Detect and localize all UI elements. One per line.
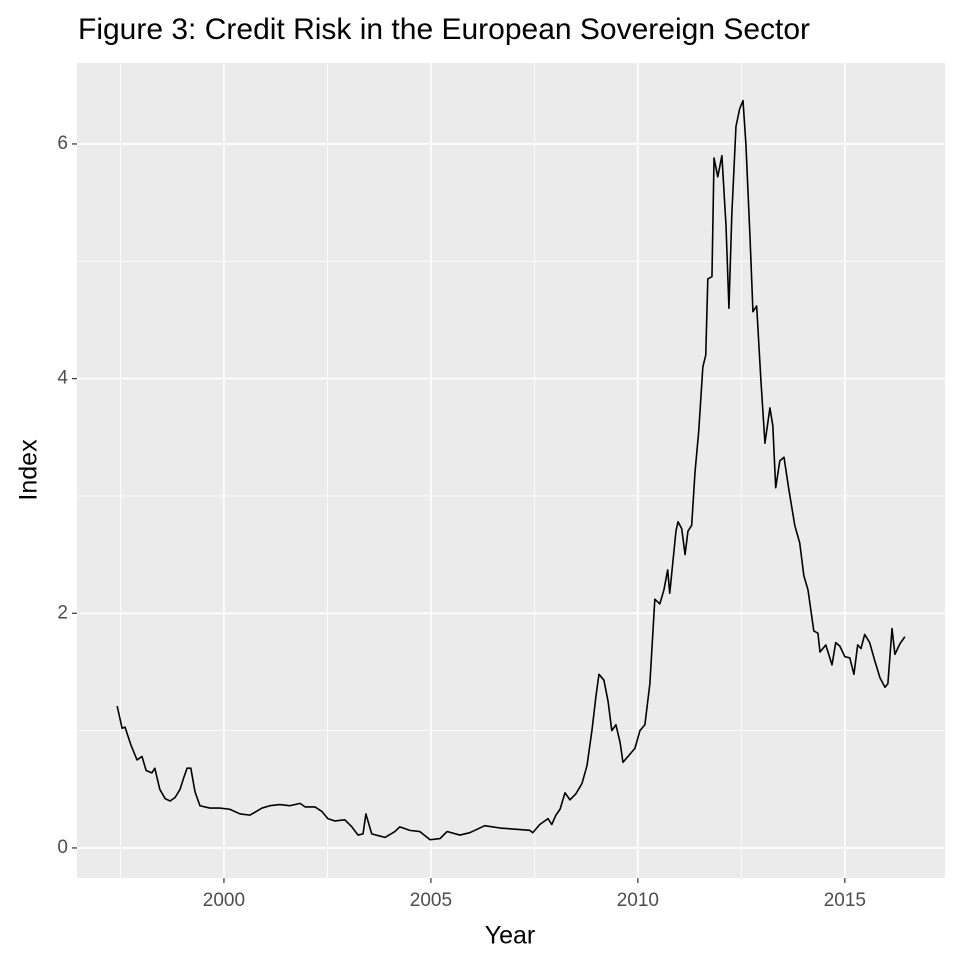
y-tick-label: 4: [57, 368, 68, 389]
x-axis-title: Year: [485, 922, 536, 950]
chart-title: Figure 3: Credit Risk in the European So…: [78, 13, 810, 46]
y-axis-title: Index: [15, 439, 43, 501]
x-tick-label: 2010: [617, 890, 659, 911]
x-tick-label: 2015: [824, 890, 866, 911]
panel: [77, 63, 945, 878]
data-line: [116, 99, 906, 841]
y-tick-label: 2: [57, 602, 68, 623]
x-tick-label: 2000: [203, 890, 245, 911]
y-tick-label: 6: [57, 133, 68, 154]
y-tick-label: 0: [57, 837, 68, 858]
x-tick-label: 2005: [410, 890, 452, 911]
